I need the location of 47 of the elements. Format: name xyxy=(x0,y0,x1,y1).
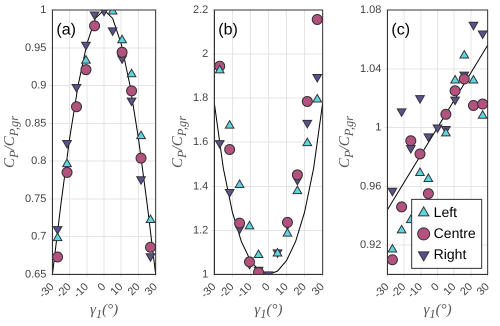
annotation: (a) xyxy=(56,21,76,38)
x-axis-title: γ$_{1}$(°) xyxy=(423,302,452,322)
legend-label: Left xyxy=(434,204,458,220)
y-tick-label: 1 xyxy=(40,4,46,16)
legend-label: Centre xyxy=(434,224,476,241)
y-tick-label: 1.6 xyxy=(192,136,208,148)
x-tick-label: 20 xyxy=(126,280,143,298)
x-axis-title: γ$_{1}$(°) xyxy=(90,302,118,322)
x-tick-label: 0 xyxy=(260,280,273,294)
x-tick-label: 0 xyxy=(95,280,108,294)
annotation: (c) xyxy=(391,21,410,38)
x-tick-label: -30 xyxy=(36,280,57,301)
y-tick-label: 0.96 xyxy=(360,180,382,192)
x-tick-label: 0 xyxy=(428,280,442,294)
y-tick-label: 1.8 xyxy=(192,92,208,104)
y-tick-label: 1 xyxy=(375,122,382,134)
y-tick-label: 0.95 xyxy=(24,42,46,54)
x-tick-label: 10 xyxy=(274,280,291,298)
x-tick-label: 30 xyxy=(474,280,492,298)
legend-label: Right xyxy=(434,246,466,262)
x-tick-label: 30 xyxy=(310,280,327,298)
y-tick-label: 0.75 xyxy=(24,192,46,205)
y-tick-label: 0.92 xyxy=(360,239,382,252)
x-tick-label: 20 xyxy=(292,280,309,298)
y-tick-label: 0.65 xyxy=(24,268,46,280)
y-tick-label: 0.9 xyxy=(31,80,46,92)
x-tick-label: 30 xyxy=(142,280,160,298)
y-tick-label: 1.04 xyxy=(360,62,382,75)
y-tick-label: 1.4 xyxy=(192,180,208,192)
y-tick-label: 0.85 xyxy=(24,117,46,130)
y-tick-label: 1.2 xyxy=(192,224,208,236)
y-tick-label: 0.8 xyxy=(31,155,46,168)
y-tick-label: 1 xyxy=(202,268,208,280)
x-tick-label: -30 xyxy=(198,280,219,301)
x-tick-label: 10 xyxy=(441,280,459,298)
x-tick-label: -20 xyxy=(54,280,74,301)
x-tick-label: -20 xyxy=(216,280,237,301)
y-tick-label: 0.7 xyxy=(31,230,46,243)
x-tick-label: -10 xyxy=(234,280,255,301)
y-tick-label: 1.08 xyxy=(360,4,382,16)
y-tick-label: 2 xyxy=(202,48,208,60)
x-tick-label: 10 xyxy=(108,280,126,298)
x-tick-label: -10 xyxy=(71,280,92,301)
y-tick-label: 2.2 xyxy=(192,4,208,16)
annotation: (b) xyxy=(218,21,238,38)
x-tick-label: 20 xyxy=(458,280,476,298)
x-axis-title: γ$_{1}$(°) xyxy=(254,302,283,322)
